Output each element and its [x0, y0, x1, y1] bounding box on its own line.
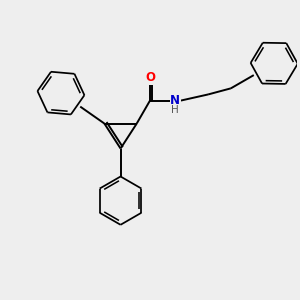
- Text: O: O: [145, 71, 155, 84]
- Text: N: N: [170, 94, 180, 107]
- Text: H: H: [171, 105, 179, 115]
